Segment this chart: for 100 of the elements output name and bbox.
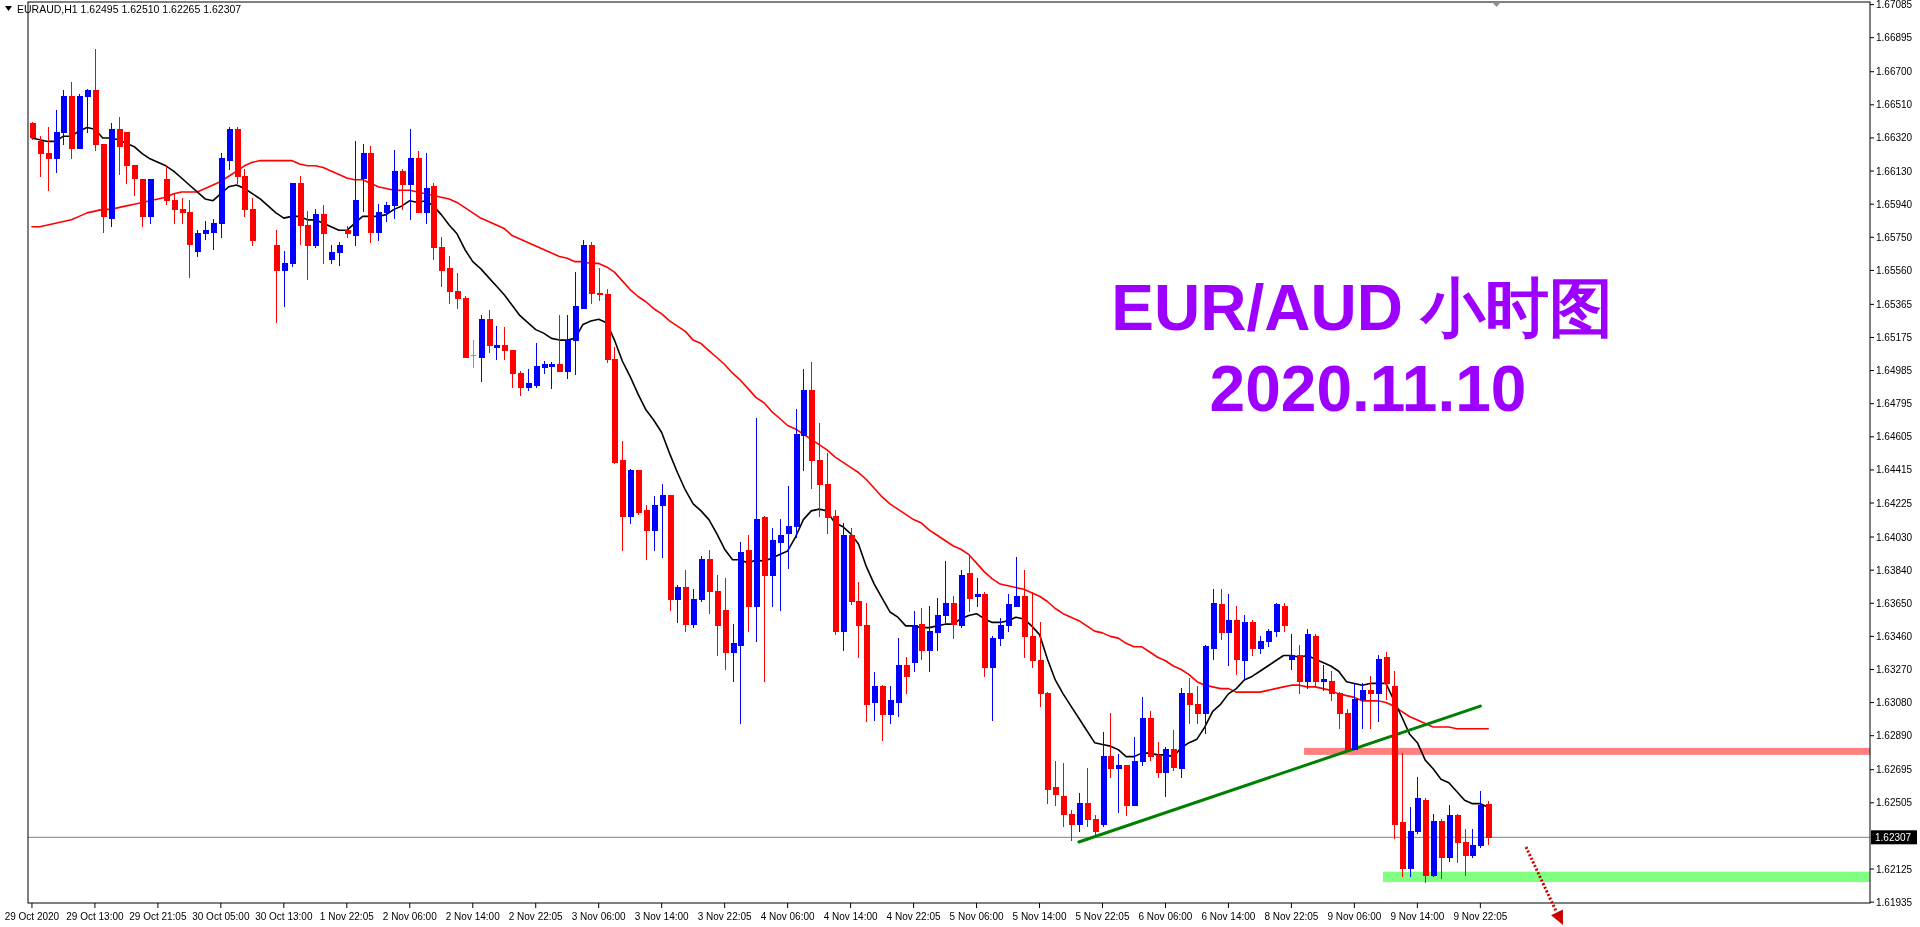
y-tick-label: 1.64415 (1876, 464, 1913, 476)
x-tick-label: 2 Nov 22:05 (508, 911, 564, 922)
candlestick (1170, 729, 1177, 772)
y-tick-label: 1.61935 (1876, 896, 1913, 908)
x-tick-label: 9 Nov 06:00 (1327, 911, 1382, 922)
candlestick (1288, 634, 1295, 670)
candlestick (627, 468, 634, 524)
candlestick (1312, 634, 1319, 688)
candlestick (918, 607, 925, 660)
y-tick-label: 1.65940 (1876, 198, 1913, 210)
x-tick-label: 6 Nov 14:00 (1201, 911, 1256, 922)
candlestick (1233, 606, 1240, 676)
annotation: EUR/AUD 小时图 (1111, 272, 1613, 344)
x-tick-label: 6 Nov 06:00 (1138, 911, 1193, 922)
candlestick (903, 656, 910, 695)
candlestick (1485, 801, 1492, 846)
y-tick-label: 1.66130 (1876, 165, 1913, 177)
candlestick (1422, 797, 1429, 883)
y-tick-label: 1.63650 (1876, 597, 1913, 609)
candlestick (1162, 747, 1169, 798)
x-tick-label: 30 Oct 13:00 (255, 911, 313, 922)
candlestick (911, 611, 918, 672)
candlestick (745, 534, 752, 632)
candlestick (871, 672, 878, 721)
x-tick-label: 29 Oct 21:05 (129, 911, 187, 922)
candlestick (974, 578, 981, 608)
candlestick (1375, 655, 1382, 723)
candlestick (486, 309, 493, 353)
candlestick (1115, 754, 1122, 813)
y-tick-label: 1.65560 (1876, 264, 1913, 276)
candlestick (1123, 764, 1130, 817)
y-tick-label: 1.62695 (1876, 764, 1913, 776)
y-tick-label: 1.64605 (1876, 431, 1913, 443)
x-tick-label: 30 Oct 05:00 (192, 911, 250, 922)
candlestick (407, 128, 414, 221)
x-tick-label: 3 Nov 22:05 (697, 911, 753, 922)
candlestick (478, 315, 485, 383)
candlestick (312, 208, 319, 249)
y-tick-label: 1.62890 (1876, 730, 1913, 742)
x-tick-label: 29 Oct 2020 (4, 911, 60, 922)
candlestick (139, 179, 146, 228)
y-tick-label: 1.66700 (1876, 66, 1913, 78)
candlestick (320, 205, 327, 264)
x-tick-label: 3 Nov 06:00 (571, 911, 627, 922)
y-tick-label: 1.63270 (1876, 663, 1913, 675)
y-tick-label: 1.65175 (1876, 331, 1913, 343)
y-tick-label: 1.63080 (1876, 697, 1913, 709)
y-tick-label: 1.62125 (1876, 863, 1913, 875)
candlestick (1281, 602, 1288, 632)
candlestick (840, 522, 847, 651)
candlestick (753, 418, 760, 643)
x-tick-label: 5 Nov 14:00 (1012, 911, 1067, 922)
x-tick-label: 3 Nov 14:00 (634, 911, 690, 922)
candlestick (1320, 665, 1327, 691)
x-tick-label: 4 Nov 14:00 (823, 911, 878, 922)
candlestick (1100, 731, 1107, 827)
x-tick-label: 2 Nov 14:00 (445, 911, 501, 922)
y-tick-label: 1.65750 (1876, 231, 1913, 243)
candlestick (1225, 594, 1232, 667)
candlestick (1430, 813, 1437, 878)
candlestick (273, 229, 280, 324)
candlestick (1107, 712, 1114, 779)
candlestick (352, 140, 359, 247)
candlestick (108, 123, 115, 228)
candlestick (399, 168, 406, 210)
y-tick-label: 1.67085 (1876, 0, 1913, 11)
y-tick-label: 1.64795 (1876, 398, 1913, 410)
candlestick (1249, 620, 1256, 657)
candlestick (423, 153, 430, 224)
y-tick-label: 1.64225 (1876, 497, 1913, 509)
x-tick-label: 1 Nov 22:05 (319, 911, 375, 922)
x-tick-label: 29 Oct 13:00 (66, 911, 124, 922)
y-tick-label: 1.64985 (1876, 365, 1913, 377)
x-tick-label: 8 Nov 22:05 (1264, 911, 1319, 922)
candlestick (950, 595, 957, 639)
y-tick-label: 1.64030 (1876, 531, 1913, 543)
ref-line-label: 1.62307 (1875, 831, 1912, 843)
x-tick-label: 9 Nov 14:00 (1390, 911, 1445, 922)
x-tick-label: 4 Nov 06:00 (760, 911, 816, 922)
y-tick-label: 1.66510 (1876, 99, 1913, 111)
x-tick-label: 9 Nov 22:05 (1453, 911, 1508, 922)
candlestick (1304, 628, 1311, 690)
candlestick (674, 585, 681, 623)
candlestick (1446, 804, 1453, 862)
y-tick-label: 1.63840 (1876, 564, 1913, 576)
candlestick (958, 569, 965, 629)
x-tick-label: 4 Nov 22:05 (886, 911, 941, 922)
candlestick (1383, 651, 1390, 700)
x-tick-label: 5 Nov 06:00 (949, 911, 1004, 922)
y-tick-label: 1.66320 (1876, 132, 1913, 144)
annotation: 2020.11.10 (1209, 353, 1527, 425)
candlestick (29, 121, 36, 141)
candlestick (1076, 792, 1083, 833)
candlestick (1241, 614, 1248, 681)
candlestick (360, 144, 367, 212)
candlestick (1296, 644, 1303, 695)
candlestick (879, 684, 886, 742)
y-tick-label: 1.66895 (1876, 32, 1913, 44)
y-tick-label: 1.62505 (1876, 797, 1913, 809)
candlestick (667, 494, 674, 611)
